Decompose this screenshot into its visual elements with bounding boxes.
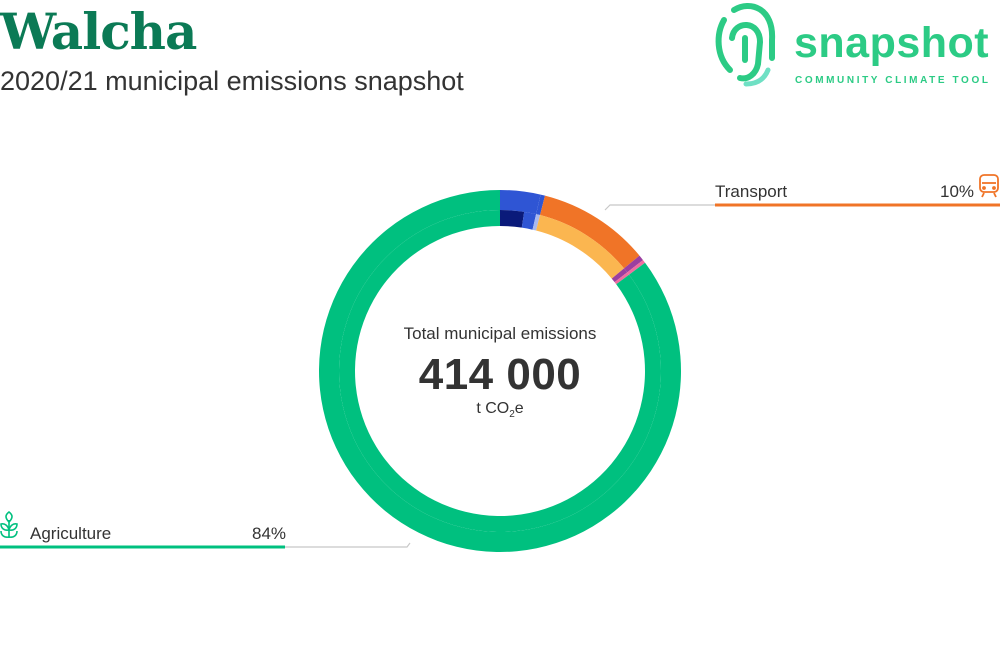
- donut-slice-0-inner-b: [521, 211, 537, 230]
- train-icon: [979, 174, 999, 198]
- fingerprint-icon: [715, 3, 776, 87]
- agriculture-label: Agriculture: [30, 524, 112, 543]
- donut-slice-2-outer: [540, 195, 640, 269]
- donut-slice-1-outer: [536, 194, 546, 216]
- donut-slices: [319, 190, 681, 552]
- transport-label: Transport: [715, 182, 788, 201]
- transport-leader-line: [604, 204, 715, 211]
- snapshot-logo: snapshot COMMUNITY CLIMATE TOOL: [712, 0, 1000, 90]
- donut-slice-2-inner: [536, 215, 625, 279]
- transport-percent: 10%: [940, 182, 975, 201]
- donut-slice-0-outer: [500, 190, 541, 215]
- page-subtitle: 2020/21 municipal emissions snapshot: [0, 66, 464, 96]
- total-emissions-label: Total municipal emissions: [403, 324, 597, 343]
- total-emissions-unit: t CO2e: [476, 400, 524, 421]
- donut-slice-4-outer: [627, 260, 646, 275]
- agriculture-leader-line: [285, 542, 411, 548]
- donut-slice-3-inner: [611, 268, 628, 283]
- page-title: Walcha: [0, 2, 197, 61]
- donut-slice-4-inner: [614, 272, 630, 285]
- logo-tagline: COMMUNITY CLIMATE TOOL: [795, 75, 991, 86]
- total-emissions-value: 414 000: [418, 350, 582, 399]
- plant-icon: [0, 510, 18, 538]
- logo-wordmark: snapshot: [794, 19, 990, 67]
- donut-slice-3-outer: [624, 255, 644, 273]
- agriculture-percent: 84%: [252, 524, 287, 543]
- donut-slice-0-inner-a: [500, 210, 525, 228]
- donut-slice-1-inner: [532, 214, 541, 231]
